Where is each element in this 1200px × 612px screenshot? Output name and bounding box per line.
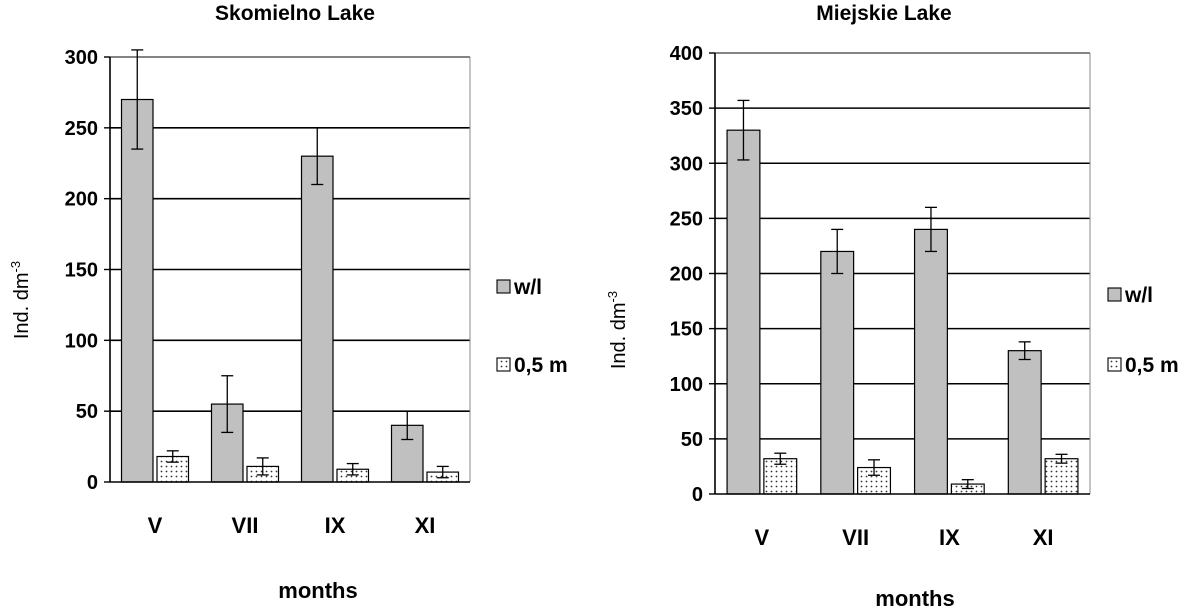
y-tick-label: 300 — [65, 47, 98, 69]
legend-label: 0,5 m — [514, 354, 568, 377]
x-tick-label: XI — [1033, 525, 1054, 550]
y-tick-label: 50 — [76, 401, 98, 423]
x-tick-label: VII — [842, 525, 869, 550]
legend-label: w/l — [513, 276, 542, 299]
x-tick-label: XI — [415, 513, 436, 538]
chart-panel-skomielno: Skomielno Lake 0 50 100 150 200 250 300 V VII IX XI… — [8, 2, 568, 603]
y-axis-label: Ind. dm-3 — [8, 261, 33, 339]
y-tick-label: 0 — [692, 484, 703, 506]
bar-wl-IX — [300, 155, 334, 483]
legend-swatch — [496, 279, 511, 294]
x-tick-label: VII — [232, 513, 259, 538]
y-axis-label: Ind. dm-3 — [605, 291, 630, 369]
y-tick-label: 250 — [670, 208, 703, 230]
y-tick-label: 200 — [670, 264, 703, 286]
bar-wl-V — [726, 129, 761, 495]
y-tick-label: 100 — [65, 330, 98, 352]
legend-label: w/l — [1124, 284, 1153, 307]
legend-swatch — [496, 357, 511, 372]
y-tick-label: 150 — [670, 319, 703, 341]
chart-title: Skomielno Lake — [215, 2, 375, 25]
legend-swatch — [1107, 357, 1122, 372]
x-tick-label: V — [148, 513, 163, 538]
x-axis-label: months — [278, 578, 357, 603]
bar-wl-XI — [1007, 350, 1042, 495]
y-tick-label: 200 — [65, 189, 98, 211]
y-tick-label: 50 — [681, 429, 703, 451]
y-tick-label: 250 — [65, 118, 98, 140]
legend-label: 0,5 m — [1125, 354, 1179, 377]
bar-wl-V — [120, 98, 154, 483]
y-tick-label: 0 — [87, 472, 98, 494]
x-tick-label: IX — [939, 525, 960, 550]
chart-panel-miejskie: Miejskie Lake 0 50 100 150 200 250 300 350 400 V VI… — [605, 2, 1179, 611]
y-tick-label: 300 — [670, 153, 703, 175]
bar-wl-VII — [820, 250, 855, 495]
x-axis-label: months — [875, 586, 954, 611]
y-tick-label: 150 — [65, 260, 98, 282]
legend-swatch — [1107, 287, 1122, 302]
bar-wl-IX — [913, 228, 948, 495]
x-tick-label: IX — [325, 513, 346, 538]
x-tick-label: V — [755, 525, 770, 550]
chart-title: Miejskie Lake — [816, 2, 951, 25]
y-tick-label: 350 — [670, 98, 703, 120]
y-tick-label: 400 — [670, 43, 703, 65]
bar-05m-XI — [1044, 458, 1079, 495]
y-tick-label: 100 — [670, 374, 703, 396]
